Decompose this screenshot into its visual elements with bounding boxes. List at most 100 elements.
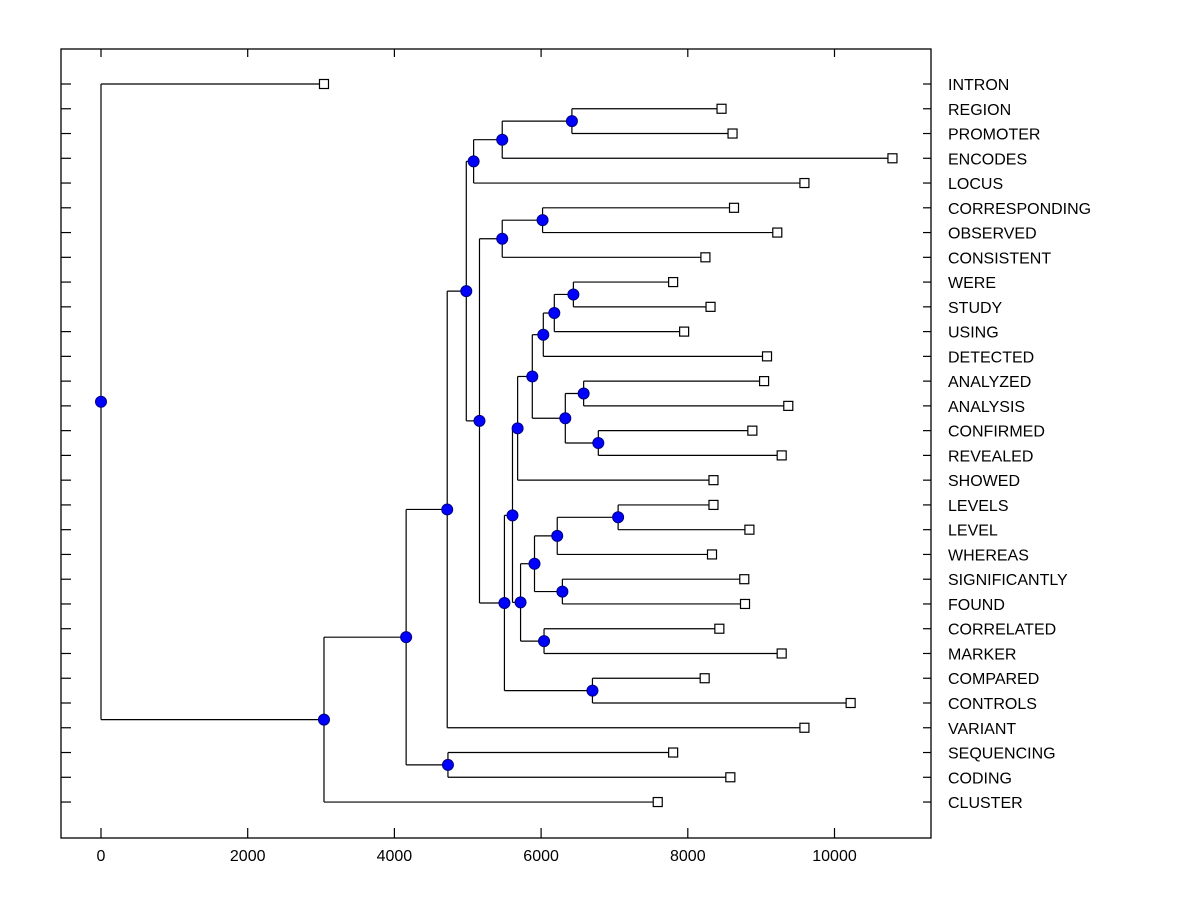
leaf-marker — [706, 549, 718, 560]
leaf-marker — [776, 648, 787, 659]
leaf-marker — [772, 227, 783, 238]
leaf-marker — [668, 747, 679, 758]
dendrogram-links — [100, 83, 893, 803]
leaf-label: LEVELS — [948, 498, 1008, 515]
x-tick-label: 4000 — [377, 848, 413, 865]
cluster-node — [565, 115, 578, 128]
cluster-node — [577, 387, 590, 400]
leaf-label: SHOWED — [948, 473, 1020, 490]
leaf-marker — [744, 524, 755, 535]
x-tick-label: 2000 — [230, 848, 266, 865]
leaf-labels: INTRON REGION PROMOTER ENCODES LOCUS CORRESPO… — [948, 77, 1091, 812]
leaf-label: COMPARED — [948, 671, 1039, 688]
leaf-label: STUDY — [948, 300, 1003, 317]
cluster-node — [400, 631, 413, 644]
cluster-node — [317, 713, 330, 726]
cluster-node — [514, 596, 527, 609]
leaf-markers — [318, 78, 898, 808]
leaf-label: SEQUENCING — [948, 746, 1056, 763]
cluster-node — [441, 758, 454, 771]
cluster-node — [467, 155, 480, 168]
leaf-marker — [799, 177, 810, 189]
leaf-marker — [799, 722, 810, 733]
leaf-marker — [776, 450, 787, 461]
leaf-marker — [739, 574, 750, 585]
leaf-label: CONTROLS — [948, 696, 1037, 713]
leaf-label: LEVEL — [948, 523, 998, 540]
leaf-marker — [708, 475, 719, 486]
leaf-marker — [699, 673, 710, 684]
cluster-node — [496, 232, 509, 245]
leaf-marker — [679, 326, 690, 337]
x-tick-label: 10000 — [812, 848, 857, 865]
leaf-label: CONFIRMED — [948, 424, 1045, 441]
leaf-label: PROMOTER — [948, 127, 1040, 144]
leaf-label: OBSERVED — [948, 226, 1037, 243]
leaf-marker — [728, 202, 740, 213]
cluster-node — [441, 503, 454, 516]
leaf-marker — [705, 301, 716, 312]
cluster-node — [460, 285, 473, 298]
cluster-node — [536, 214, 549, 227]
leaf-marker — [708, 499, 719, 511]
cluster-node — [592, 437, 605, 450]
leaf-marker — [725, 772, 736, 783]
cluster-node — [548, 307, 561, 320]
x-tick-label: 8000 — [670, 848, 706, 865]
cluster-node — [538, 635, 551, 648]
leaf-label: USING — [948, 325, 999, 342]
plot-frame — [60, 48, 932, 839]
leaf-label: MARKER — [948, 646, 1016, 663]
leaf-marker — [700, 252, 711, 263]
leaf-label: ANALYZED — [948, 374, 1031, 391]
x-axis: 0 2000 4000 6000 8000 10000 — [97, 49, 857, 865]
leaf-label: ANALYSIS — [948, 399, 1025, 416]
cluster-node — [496, 133, 509, 146]
leaf-marker — [652, 796, 663, 808]
leaf-marker — [318, 78, 330, 90]
leaf-label: FOUND — [948, 597, 1005, 614]
cluster-node — [473, 414, 486, 427]
y-axis-ticks — [61, 83, 931, 803]
x-tick-label: 0 — [97, 848, 106, 865]
leaf-marker — [761, 351, 773, 362]
leaf-marker — [714, 623, 725, 634]
leaf-marker — [845, 697, 856, 709]
leaf-label: DETECTED — [948, 349, 1034, 366]
leaf-label: ENCODES — [948, 151, 1027, 168]
leaf-marker — [727, 128, 738, 139]
leaf-marker — [716, 103, 727, 114]
leaf-marker — [887, 153, 898, 164]
leaf-label: REGION — [948, 102, 1011, 119]
cluster-node — [537, 328, 550, 341]
leaf-marker — [783, 400, 794, 411]
cluster-node — [526, 370, 539, 383]
leaf-label: INTRON — [948, 77, 1009, 94]
cluster-node — [586, 684, 599, 697]
leaf-label: VARIANT — [948, 721, 1016, 738]
cluster-node — [506, 509, 519, 522]
cluster-node — [612, 511, 625, 524]
leaf-label: CLUSTER — [948, 795, 1023, 812]
cluster-node — [559, 412, 572, 425]
plot-border — [60, 48, 932, 839]
cluster-node — [528, 557, 541, 570]
x-tick-label: 6000 — [523, 848, 559, 865]
leaf-marker — [739, 598, 751, 610]
leaf-label: LOCUS — [948, 176, 1003, 193]
leaf-label: CONSISTENT — [948, 250, 1051, 267]
leaf-label: WHEREAS — [948, 547, 1029, 564]
leaf-marker — [747, 425, 758, 436]
leaf-marker — [668, 276, 679, 288]
leaf-label: REVEALED — [948, 448, 1033, 465]
node-markers — [95, 115, 625, 771]
cluster-node — [95, 395, 107, 408]
leaf-label: SIGNIFICANTLY — [948, 572, 1068, 589]
cluster-node — [551, 529, 564, 542]
leaf-label: CORRELATED — [948, 622, 1056, 639]
cluster-node — [556, 585, 569, 598]
leaf-label: CODING — [948, 770, 1012, 787]
cluster-node — [511, 422, 524, 435]
leaf-label: WERE — [948, 275, 996, 292]
